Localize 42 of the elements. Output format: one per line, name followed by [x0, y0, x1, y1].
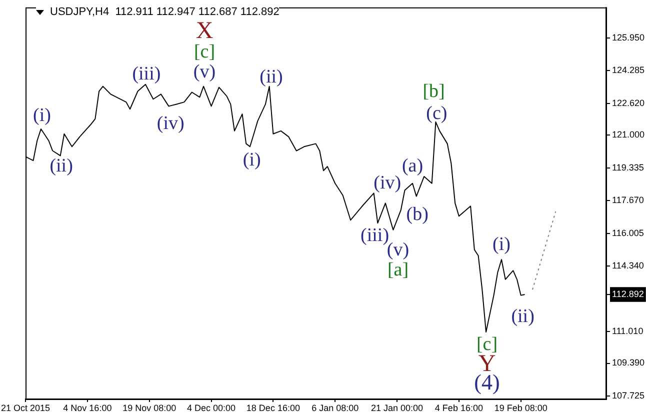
x-tick-label: 4 Nov 16:00 — [63, 402, 112, 413]
x-tick-label: 21 Oct 2015 — [0, 402, 50, 413]
annotation: [c] — [194, 42, 216, 63]
annotation: (v) — [193, 61, 216, 82]
annotation: (v) — [386, 240, 410, 261]
annotation: X — [196, 18, 214, 44]
annotation: (ii) — [511, 306, 534, 328]
y-tick-label: 116.005 — [612, 228, 644, 238]
x-tick-label: 6 Jan 08:00 — [312, 402, 359, 413]
annotation: (i) — [32, 104, 51, 126]
chart-title: USDJPY,H4 112.911 112.947 112.687 112.892 — [50, 6, 280, 18]
annotation: (ii) — [260, 66, 283, 88]
annotation: (iv) — [374, 172, 402, 194]
y-tick-label: 124.285 — [612, 65, 645, 76]
x-tick-label: 19 Nov 08:00 — [122, 402, 176, 413]
x-tick-label: 18 Dec 16:00 — [246, 402, 300, 413]
y-tick-label: 117.670 — [612, 195, 644, 206]
annotation: (b) — [406, 204, 428, 226]
y-tick-label: 122.620 — [612, 98, 645, 108]
x-tick-label: 21 Jan 00:00 — [371, 402, 424, 413]
y-tick-label: 121.000 — [612, 130, 645, 140]
annotation: (iv) — [156, 112, 184, 134]
annotation: (iii) — [360, 224, 390, 246]
annotation: (iii) — [132, 63, 161, 84]
y-tick-label: 114.340 — [612, 260, 644, 271]
annotation: (ii) — [50, 155, 73, 176]
y-tick-label: 107.725 — [612, 390, 645, 400]
x-tick-label: 19 Feb 08:00 — [494, 402, 548, 413]
y-tick-label: 112.892 — [612, 288, 644, 299]
y-tick-label: 109.390 — [612, 358, 645, 368]
annotation: (a) — [402, 155, 424, 176]
y-tick-label: 119.335 — [612, 162, 644, 172]
x-tick-label: 4 Feb 16:00 — [434, 402, 483, 413]
annotation: [a] — [387, 260, 409, 281]
annotation: (i) — [492, 234, 510, 255]
annotation: (c) — [426, 103, 448, 124]
annotation: [c] — [476, 334, 498, 355]
y-tick-label: 125.950 — [612, 32, 645, 43]
annotation: [b] — [422, 81, 445, 102]
y-tick-label: 111.010 — [612, 326, 644, 336]
annotation: (i) — [242, 150, 261, 171]
x-tick-label: 4 Dec 00:00 — [187, 402, 236, 413]
